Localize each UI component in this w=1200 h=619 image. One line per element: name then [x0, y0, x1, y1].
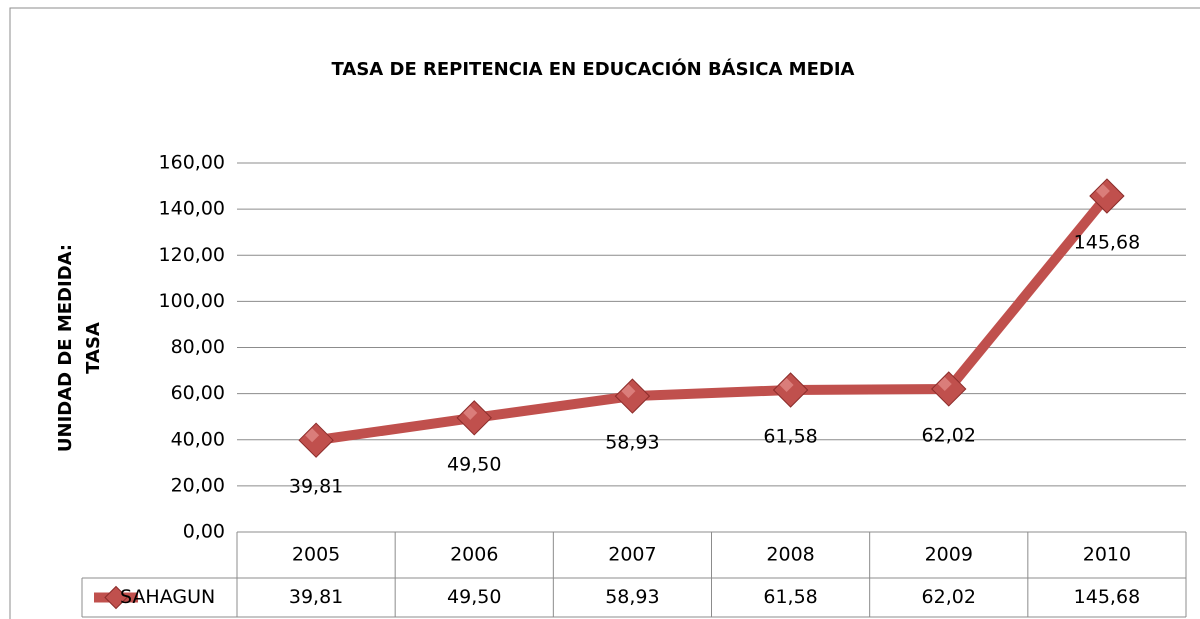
x-tick-label: 2007: [608, 544, 656, 566]
x-tick-label: 2005: [292, 544, 340, 566]
data-label: 145,68: [1074, 232, 1140, 254]
marker: [456, 400, 492, 436]
marker: [614, 378, 651, 414]
data-label: 62,02: [922, 424, 976, 446]
marker: [1089, 178, 1125, 214]
data-label: 61,58: [763, 425, 817, 447]
marker-highlight: [937, 376, 952, 391]
y-tick-label: 140,00: [159, 198, 225, 220]
marker-highlight: [1095, 184, 1110, 199]
marker: [298, 422, 334, 458]
y-axis-label: UNIDAD DE MEDIDA:: [55, 244, 76, 452]
marker: [772, 372, 809, 408]
legend-marker: [104, 585, 128, 610]
legend-label: SAHAGUN: [120, 586, 215, 608]
chart-border: [9, 7, 1200, 619]
table-cell: 58,93: [605, 586, 659, 608]
y-tick-label: 0,00: [183, 521, 225, 543]
table-cell: 39,81: [289, 586, 343, 608]
y-tick-label: 60,00: [171, 382, 225, 404]
y-tick-label: 120,00: [159, 244, 225, 266]
data-label: 49,50: [447, 453, 501, 475]
y-tick-label: 40,00: [171, 428, 225, 450]
data-label: 58,93: [605, 432, 659, 454]
y-tick-label: 100,00: [159, 290, 225, 312]
marker-highlight: [779, 377, 794, 392]
table-cell: 61,58: [763, 586, 817, 608]
x-tick-label: 2006: [450, 544, 498, 566]
x-tick-label: 2009: [925, 544, 973, 566]
x-tick-label: 2010: [1083, 544, 1131, 566]
marker-highlight: [463, 405, 478, 420]
y-tick-label: 160,00: [159, 152, 225, 174]
y-tick-label: 80,00: [171, 336, 225, 358]
table-cell: 145,68: [1074, 586, 1140, 608]
x-tick-label: 2008: [766, 544, 814, 566]
table-cell: 62,02: [922, 586, 976, 608]
marker: [931, 371, 967, 407]
data-label: 39,81: [289, 476, 343, 498]
marker-highlight: [621, 384, 636, 399]
series-line: [315, 192, 1111, 446]
marker-highlight: [305, 428, 320, 443]
chart-title: TASA DE REPITENCIA EN EDUCACIÓN BÁSICA M…: [332, 58, 855, 80]
y-tick-label: 20,00: [171, 474, 225, 496]
y-axis-label: TASA: [83, 322, 104, 374]
table-cell: 49,50: [447, 586, 501, 608]
